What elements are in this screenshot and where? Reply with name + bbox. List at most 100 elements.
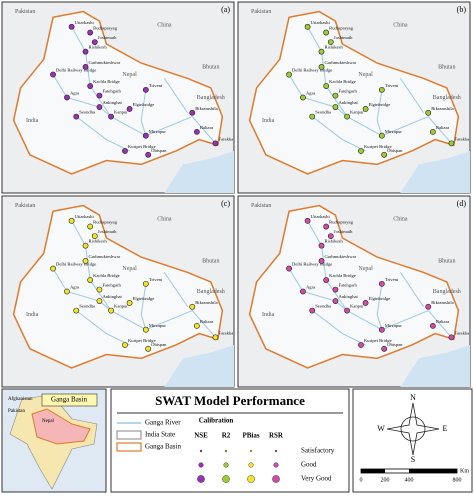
station-label: Kuripet Bridge — [364, 144, 392, 149]
station-label: Baltara — [436, 125, 449, 130]
station-dot — [323, 277, 330, 283]
station-dot — [142, 326, 149, 333]
station-dot — [332, 286, 339, 293]
station-dot — [344, 307, 350, 314]
country-label: Bhutan — [202, 64, 219, 70]
country-label: China — [157, 22, 172, 28]
station-dot — [82, 64, 89, 70]
station-label: Rishikesh — [89, 45, 108, 50]
station-label: Triveni — [385, 277, 399, 282]
legend-dot — [199, 449, 203, 453]
station-label: Seondha — [315, 304, 331, 309]
station-dot — [212, 334, 219, 341]
station-label: Obispan — [387, 148, 403, 153]
station-label: Rishikesh — [325, 45, 344, 50]
station-dot — [358, 342, 364, 348]
station-dot — [142, 86, 149, 93]
station-label: Garhmukteshwar — [325, 60, 357, 65]
station-dot — [318, 258, 325, 264]
station-dot — [323, 29, 330, 36]
country-label: China — [393, 22, 408, 28]
map-panel: Pakistan China Nepal Bhutan Bangladesh India U… — [1, 195, 235, 388]
station-label: Rudraprayag — [93, 220, 117, 225]
country-label: Bhutan — [202, 258, 219, 264]
legend-dot — [223, 462, 229, 468]
station-label: Mirzapur — [385, 129, 403, 134]
map-panel: Pakistan China Nepal Bhutan Bangladesh India U… — [237, 1, 471, 194]
station-dot — [332, 298, 339, 304]
station-label: Elginbridge — [133, 296, 155, 301]
map-panel: Pakistan China Nepal Bhutan Bangladesh India U… — [237, 195, 471, 388]
calibration-header: Calibration — [199, 417, 234, 425]
station-dot — [286, 265, 292, 272]
station-label: Garhmukteshwar — [325, 254, 357, 259]
station-label: Baltara — [200, 319, 213, 324]
river — [163, 272, 189, 308]
station-dot — [378, 280, 385, 287]
station-label: Rudraprayag — [93, 26, 117, 31]
station-dot — [358, 148, 364, 154]
station-label: Kachla Bridge — [93, 273, 120, 278]
station-dot — [126, 300, 133, 306]
inset-label: Afghanistan — [8, 397, 33, 402]
compass-scale: N E S W 0 200 400 800 Km — [352, 388, 473, 493]
station-label: Kanpur — [350, 110, 364, 115]
station-dot — [189, 303, 196, 310]
class-label: Satisfactory — [301, 447, 335, 455]
station-label: Ankinghat — [338, 294, 358, 299]
station-label: Elginbridge — [369, 296, 391, 301]
station-label: Agra — [70, 91, 79, 96]
station-dot — [327, 39, 334, 46]
station-label: Kuripet Bridge — [364, 338, 392, 343]
station-label: Triveni — [149, 83, 163, 88]
country-label: India — [262, 118, 275, 124]
station-label: Mirzapur — [149, 129, 167, 134]
station-dot — [64, 288, 70, 295]
country-label: Nepal — [122, 266, 137, 272]
bay-of-bengal — [400, 344, 470, 387]
station-label: Uttarkashi — [311, 20, 331, 25]
station-dot — [425, 303, 432, 310]
station-dot — [96, 104, 103, 110]
station-label: Ankinghat — [102, 294, 122, 299]
station-dot — [50, 265, 56, 272]
station-dot — [68, 217, 75, 224]
station-dot — [108, 307, 114, 314]
station-dot — [122, 148, 128, 154]
station-label: Obispan — [387, 342, 403, 347]
station-label: Obispan — [151, 342, 167, 347]
station-label: Uttarkashi — [75, 20, 95, 25]
station-label: Kachla Bridge — [329, 79, 356, 84]
river — [52, 268, 112, 311]
river — [311, 310, 366, 346]
station-label: Kuripet Bridge — [128, 338, 156, 343]
station-label: Farakka — [218, 136, 233, 141]
country-label: Bhutan — [438, 64, 455, 70]
station-dot — [82, 48, 89, 55]
station-dot — [362, 300, 369, 306]
station-dot — [87, 29, 94, 36]
scale-tick-label: 800 — [453, 477, 462, 483]
station-label: Bikramshila — [431, 300, 453, 305]
country-label: India — [262, 312, 275, 318]
station-dot — [108, 113, 114, 120]
inset-title-box — [41, 393, 98, 407]
country-label: India — [26, 118, 39, 124]
station-label: Rishikesh — [89, 239, 108, 244]
station-dot — [300, 288, 306, 295]
inset-map: Ganga Basin Afghanistan Pakistan Nepal — [1, 388, 107, 493]
station-dot — [362, 106, 369, 112]
station-label: Agra — [306, 91, 315, 96]
station-label: Kachla Bridge — [93, 79, 120, 84]
station-dot — [87, 83, 94, 89]
legend-swatch — [116, 430, 142, 440]
legend: SWAT Model Performance Ganga River India S… — [110, 388, 350, 493]
station-label: Farakka — [218, 330, 233, 335]
basin — [12, 10, 224, 175]
station-dot — [332, 92, 339, 99]
station-label: Delhi Railway Bridge — [292, 68, 332, 73]
compass-ring — [400, 416, 426, 442]
inset-basin — [31, 408, 91, 445]
station-dot — [381, 151, 388, 158]
